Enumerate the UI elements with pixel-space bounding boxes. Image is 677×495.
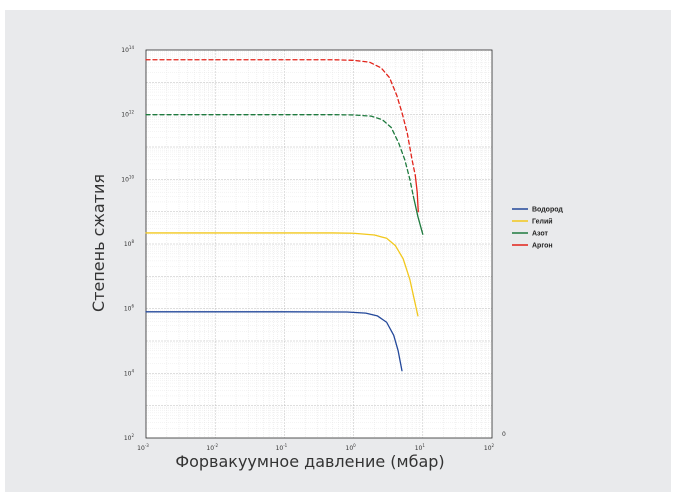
- x-tick-base: 10: [346, 445, 354, 452]
- y-tick-label: 104: [124, 368, 135, 377]
- tick-labels: 10-3 10-2 10-1 100 101 1021021041061081010101…: [121, 45, 494, 452]
- y-tick-base: 10: [121, 112, 129, 119]
- series-line-2: [145, 232, 419, 317]
- stray-axis-label: 0: [502, 431, 506, 438]
- plot-frame: [145, 49, 493, 439]
- series-line-3: [145, 114, 414, 197]
- y-tick-exponent: 10: [129, 174, 135, 179]
- x-tick-label: 102: [484, 443, 495, 452]
- y-tick-base: 10: [121, 176, 129, 183]
- y-tick-base: 10: [124, 435, 132, 442]
- y-tick-label: 106: [124, 304, 135, 313]
- legend: Водород Гелий Азот Аргон: [512, 207, 563, 250]
- y-tick-label: 1014: [121, 45, 134, 54]
- y-tick-label: 1012: [121, 110, 134, 119]
- y-tick-base: 10: [124, 306, 132, 313]
- grid: [146, 50, 492, 438]
- chart-svg: 10-3 10-2 10-1 100 101 1021021041061081010101…: [89, 45, 563, 471]
- y-tick-exponent: 12: [129, 110, 135, 115]
- y-tick-exponent: 8: [131, 239, 134, 244]
- x-tick-base: 10: [276, 445, 284, 452]
- y-tick-exponent: 6: [131, 304, 134, 309]
- y-tick-base: 10: [124, 370, 132, 377]
- x-tick-exponent: -3: [145, 443, 149, 448]
- x-tick-label: 100: [346, 443, 357, 452]
- series-line-4: [412, 195, 424, 235]
- legend-label: Гелий: [532, 218, 553, 226]
- x-tick-label: 101: [415, 443, 426, 452]
- legend-label: Аргон: [532, 243, 553, 250]
- y-tick-exponent: 14: [129, 45, 135, 50]
- y-tick-label: 1010: [121, 174, 134, 183]
- series-layer: [145, 59, 424, 372]
- y-tick-exponent: 2: [131, 433, 134, 438]
- x-tick-base: 10: [484, 445, 492, 452]
- x-tick-exponent: 2: [492, 443, 495, 448]
- y-tick-label: 102: [124, 433, 135, 442]
- series-line-6: [414, 175, 419, 213]
- x-tick-label: 10-1: [276, 443, 288, 452]
- y-tick-base: 10: [124, 241, 132, 248]
- x-tick-exponent: 1: [422, 443, 425, 448]
- x-tick-label: 10-3: [137, 443, 149, 452]
- chart-figure: 10-3 10-2 10-1 100 101 102 102 104 106 108 1010 101…: [5, 10, 671, 492]
- x-tick-label: 10-2: [206, 443, 218, 452]
- legend-label: Азот: [532, 231, 548, 238]
- series-line-1: [145, 311, 403, 372]
- x-tick-exponent: 0: [353, 443, 356, 448]
- x-tick-exponent: -1: [283, 443, 287, 448]
- y-tick-exponent: 4: [131, 368, 134, 373]
- x-tick-exponent: -2: [214, 443, 218, 448]
- y-axis-title: Степень сжатия: [89, 174, 108, 312]
- series-line-5: [145, 59, 416, 177]
- x-axis-title: Форвакуумное давление (мбар): [175, 452, 444, 471]
- x-tick-base: 10: [415, 445, 423, 452]
- x-tick-base: 10: [206, 445, 214, 452]
- y-tick-label: 108: [124, 239, 135, 248]
- x-tick-base: 10: [137, 445, 145, 452]
- y-tick-base: 10: [121, 47, 129, 54]
- legend-label: Водород: [532, 207, 563, 214]
